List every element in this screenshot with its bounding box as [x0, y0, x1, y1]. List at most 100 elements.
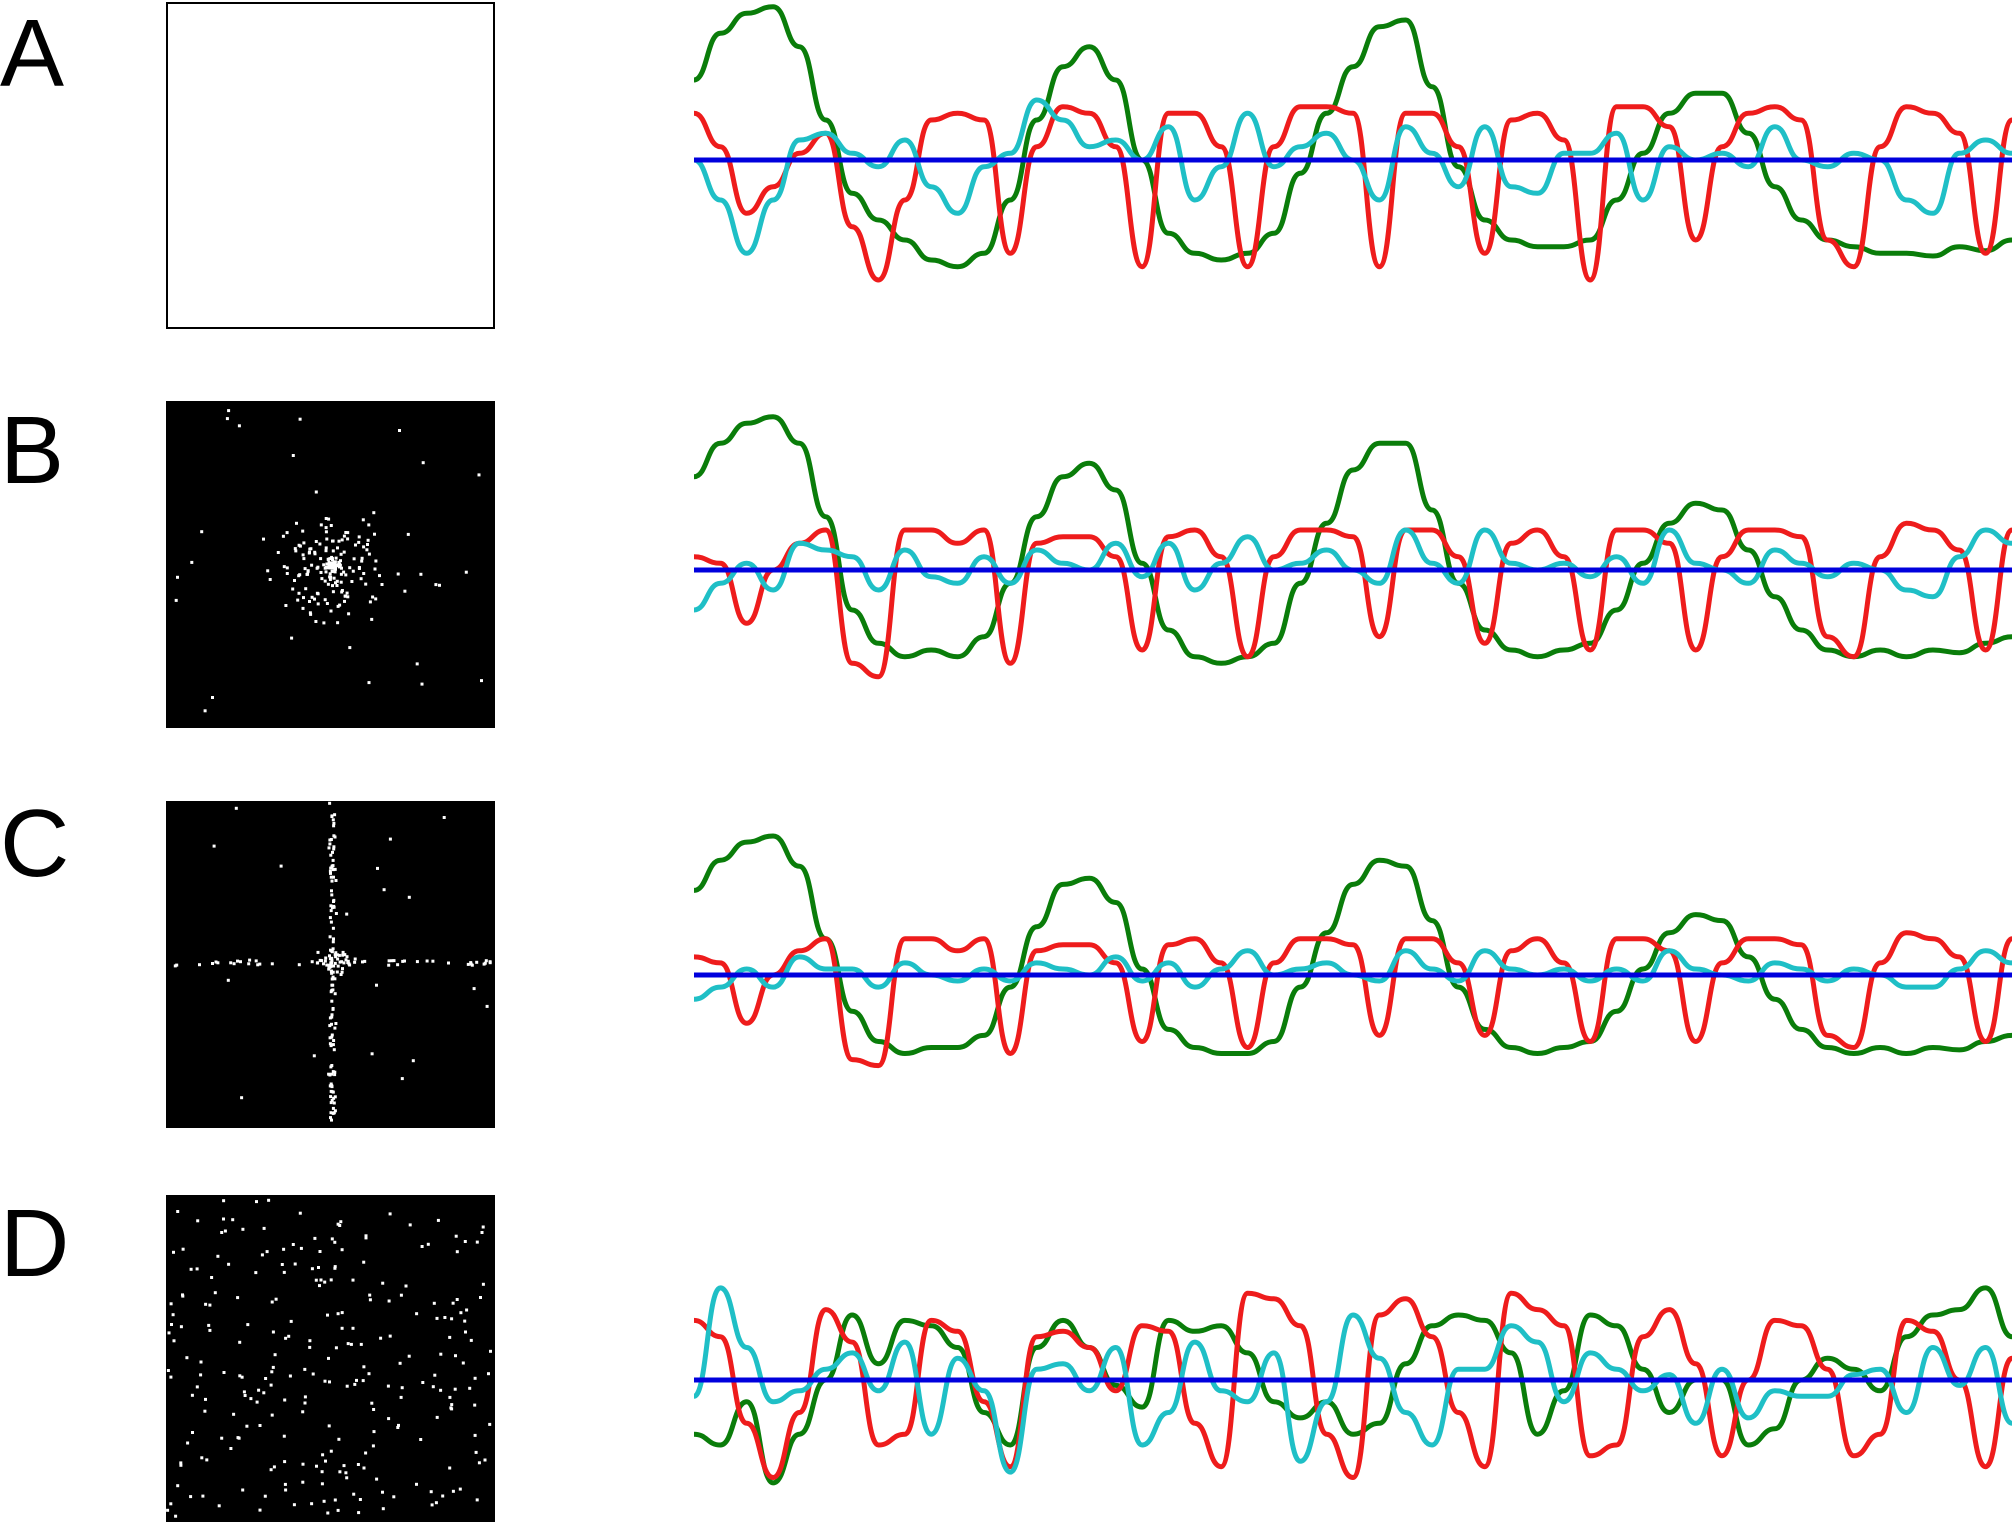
matrix-dot — [333, 1095, 337, 1099]
matrix-dot — [325, 963, 329, 967]
matrix-dot — [436, 1218, 440, 1222]
matrix-dot — [285, 566, 289, 570]
matrix-dot — [469, 961, 473, 965]
matrix-dot — [348, 646, 352, 650]
panel-label-a: A — [0, 0, 65, 107]
matrix-dot — [210, 1276, 214, 1279]
matrix-dot — [262, 1391, 266, 1395]
trace-plot-a — [690, 0, 2016, 320]
matrix-dot — [331, 850, 334, 854]
matrix-dot — [332, 1101, 336, 1105]
matrix-dot — [362, 545, 366, 549]
matrix-dot — [166, 1369, 170, 1372]
matrix-dot — [362, 1260, 366, 1264]
matrix-dot — [381, 1507, 385, 1511]
matrix-dot — [327, 967, 331, 971]
matrix-dot — [236, 959, 239, 963]
matrix-dot — [399, 1293, 403, 1297]
matrix-dot — [234, 806, 238, 810]
matrix-dot — [323, 598, 327, 602]
matrix-dot — [400, 1386, 404, 1390]
matrix-dot — [326, 566, 329, 569]
matrix-dot — [200, 530, 204, 534]
trace-plot-d — [690, 1250, 2016, 1510]
matrix-dot — [245, 1424, 249, 1428]
matrix-dot — [262, 1226, 266, 1230]
matrix-dot — [329, 1101, 333, 1105]
matrix-dot — [375, 1477, 379, 1481]
matrix-dot — [329, 920, 333, 924]
matrix-dot — [329, 871, 332, 875]
matrix-dot — [465, 1308, 469, 1312]
matrix-dot — [313, 552, 317, 556]
matrix-dot — [336, 621, 340, 625]
matrix-dot — [340, 538, 344, 542]
matrix-dot — [455, 1250, 459, 1254]
matrix-dot — [361, 518, 365, 522]
matrix-dot — [297, 574, 301, 578]
matrix-dot — [392, 959, 396, 963]
matrix-dot — [333, 813, 337, 817]
matrix-dot — [330, 999, 334, 1003]
matrix-dot — [468, 1386, 472, 1390]
matrix-dot — [335, 584, 339, 587]
matrix-dot — [332, 937, 335, 941]
matrix-dot — [335, 563, 339, 567]
matrix-dot — [329, 1278, 333, 1282]
matrix-dot — [339, 973, 343, 976]
matrix-dot — [376, 866, 379, 870]
matrix-dot — [329, 1116, 332, 1120]
matrix-dot — [331, 940, 335, 944]
matrix-dot — [325, 562, 329, 566]
matrix-dot — [329, 853, 333, 857]
matrix-dot — [347, 612, 351, 616]
matrix-dot — [283, 1398, 287, 1402]
matrix-dot — [301, 529, 305, 533]
matrix-dot — [321, 1453, 325, 1457]
matrix-dot — [254, 1271, 258, 1275]
matrix-dot — [314, 490, 318, 494]
series-green-line-c — [693, 833, 2013, 1056]
matrix-dot — [329, 524, 333, 527]
matrix-dot — [263, 1494, 267, 1498]
matrix-dot — [398, 1361, 402, 1365]
matrix-dot — [367, 1372, 371, 1376]
matrix-dot — [336, 1508, 340, 1512]
matrix-dot — [169, 1502, 173, 1506]
matrix-dot — [323, 579, 327, 583]
matrix-dot — [331, 558, 334, 562]
matrix-dot — [372, 1408, 376, 1411]
matrix-dot — [330, 865, 334, 869]
matrix-dot — [331, 988, 335, 992]
matrix-dot — [222, 1217, 225, 1221]
matrix-dot — [186, 1441, 190, 1445]
matrix-dot — [293, 579, 296, 582]
matrix-dot — [360, 559, 364, 563]
matrix-dot — [226, 978, 230, 982]
matrix-dot — [328, 838, 332, 842]
trace-svg-c — [693, 833, 2014, 1069]
matrix-dot — [328, 869, 332, 873]
matrix-dot — [351, 1278, 355, 1282]
matrix-dot — [448, 1466, 452, 1470]
matrix-dot — [297, 963, 301, 967]
matrix-dot — [336, 546, 339, 550]
matrix-dot — [231, 1218, 235, 1222]
matrix-dot — [367, 681, 371, 685]
matrix-dot — [403, 589, 407, 593]
matrix-dot — [310, 960, 314, 964]
matrix-dot — [195, 1385, 199, 1389]
matrix-dot — [334, 581, 337, 585]
matrix-dot — [387, 963, 391, 967]
matrix-dot — [303, 567, 307, 571]
matrix-dot — [333, 1265, 337, 1269]
matrix-dot — [246, 1323, 250, 1327]
matrix-dot — [258, 1424, 262, 1427]
matrix-dot — [239, 960, 242, 964]
matrix-dot — [331, 584, 334, 588]
matrix-dot — [318, 958, 322, 962]
matrix-dot — [469, 1338, 473, 1342]
matrix-dot — [320, 577, 324, 581]
matrix-dot — [342, 550, 346, 554]
matrix-dot — [207, 1323, 211, 1327]
